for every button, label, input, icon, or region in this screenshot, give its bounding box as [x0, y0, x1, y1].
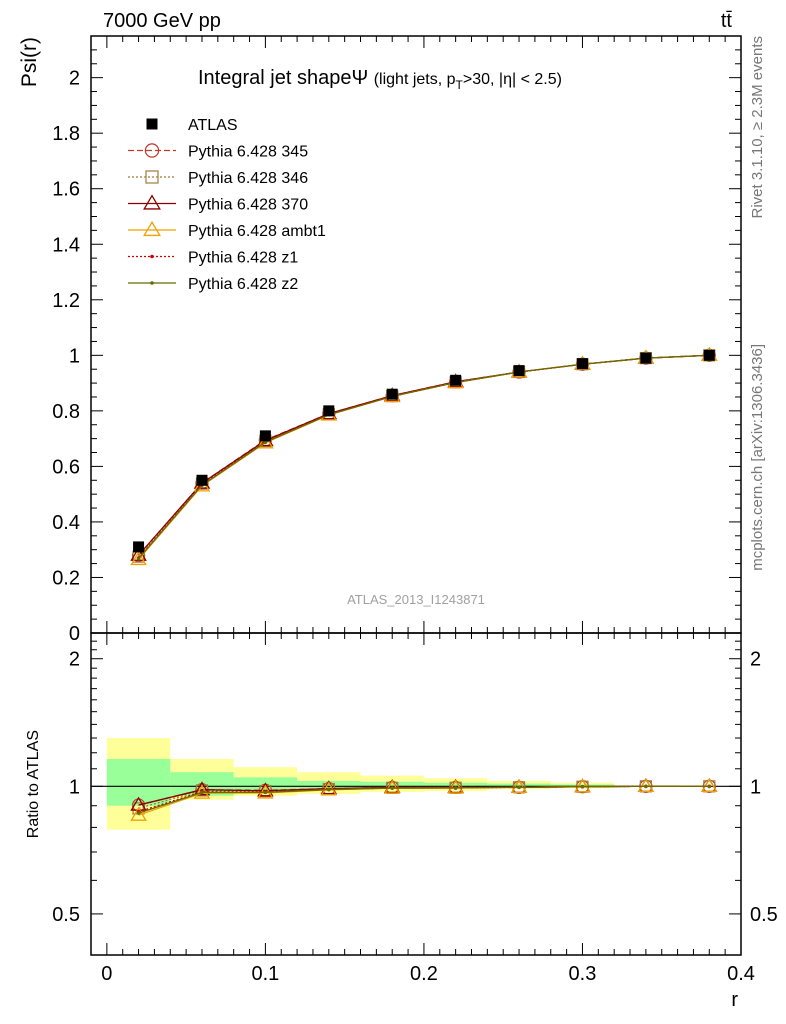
ratio-series-point [637, 777, 655, 792]
legend-marker [150, 281, 154, 285]
legend-marker [144, 143, 160, 158]
y-tick-label: 2 [69, 68, 80, 90]
legend-label: Pythia 6.428 345 [188, 144, 308, 161]
ratio-series-point [136, 811, 141, 815]
ratio-series-point [130, 806, 147, 821]
ratio-series-point [383, 779, 401, 794]
y-tick-label: 0.2 [52, 567, 80, 589]
ratio-series-point [517, 785, 521, 790]
ratio-series-point [510, 778, 528, 793]
ratio-panel-frame [90, 632, 742, 956]
series-point [130, 550, 147, 566]
energy-label: 7000 GeV pp [103, 10, 221, 32]
legend-marker [145, 170, 159, 184]
ratio-series-line [138, 785, 710, 814]
atlas-data-point [703, 349, 715, 361]
atlas-data-point [640, 352, 652, 364]
series-line [138, 354, 710, 556]
legend-marker [143, 194, 161, 210]
y-tick-label: 0 [69, 623, 80, 645]
inner-uncertainty-band [297, 780, 361, 791]
legend-label: Pythia 6.428 z1 [188, 250, 298, 267]
legend-label: Pythia 6.428 z2 [188, 276, 298, 293]
x-tick-label: 0 [101, 963, 112, 985]
x-tick-label: 0.1 [251, 963, 279, 985]
ratio-tick-label-right: 2 [750, 649, 761, 671]
y-tick-label: 0.6 [52, 456, 80, 478]
ratio-series-point [574, 778, 591, 793]
atlas-data-point [576, 358, 588, 370]
x-tick-label: 0.3 [569, 963, 597, 985]
mcplots-label: mcplots.cern.ch [arXiv:1306.3436] [749, 344, 766, 571]
ratio-tick-label: 1 [69, 776, 80, 798]
legend-label: Pythia 6.428 ambt1 [188, 223, 326, 240]
series-line [138, 354, 710, 556]
ratio-series-point [707, 784, 712, 789]
series-line [138, 354, 710, 559]
y-tick-label: 1.8 [52, 123, 80, 145]
inner-uncertainty-band [423, 782, 488, 789]
plot-title: Integral jet shapeΨ (light jets, pT>30, … [198, 67, 562, 92]
ratio-series-point [257, 782, 274, 797]
legend-label: ATLAS [188, 117, 238, 134]
y-tick-label: 1 [69, 345, 80, 367]
ratio-series-point [644, 784, 648, 789]
ratio-axis-title: Ratio to ATLAS [25, 730, 42, 838]
series-line [138, 354, 710, 560]
series-line [138, 354, 710, 558]
ratio-series-point [447, 779, 464, 794]
analysis-watermark: ATLAS_2013_I1243871 [347, 592, 485, 607]
rivet-label: Rivet 3.1.10, ≥ 2.3M events [749, 36, 766, 219]
y-tick-label: 0.8 [52, 401, 80, 423]
legend-label: Pythia 6.428 346 [188, 170, 308, 187]
legend-marker [143, 220, 161, 237]
ratio-series-point [701, 777, 718, 792]
ratio-series-point [263, 790, 268, 795]
axes: 0 0.1 0.2 0.3 0.4 0 0.2 0.4 0.6 0.8 1 1.2 1.4 1.6 1.8 2… [52, 35, 778, 985]
x-axis-title: r [731, 989, 738, 1011]
x-tick-label: 0.2 [410, 963, 438, 985]
ratio-series-point [327, 787, 331, 792]
atlas-data-point [450, 374, 462, 386]
ratio-tick-label-right: 1 [750, 776, 761, 798]
ratio-tick-label: 2 [69, 649, 80, 671]
atlas-data-point [259, 430, 271, 442]
atlas-data-point [133, 541, 145, 553]
ratio-series-point [453, 786, 458, 790]
atlas-data-point [196, 474, 208, 486]
y-tick-label: 1.6 [52, 179, 80, 201]
atlas-data-point [513, 365, 525, 377]
y-tick-label: 1.4 [52, 234, 80, 256]
series-line [138, 354, 710, 560]
ratio-series-point [193, 781, 211, 796]
ratio-tick-label: 0.5 [52, 904, 80, 926]
inner-uncertainty-band [360, 781, 424, 790]
y-tick-label: 1.2 [52, 290, 80, 312]
atlas-data-point [323, 405, 335, 417]
ratio-series-point [580, 784, 585, 789]
x-tick-label: 0.4 [727, 963, 755, 985]
y-axis-title: Psi(r) [18, 37, 41, 87]
y-tick-label: 0.4 [52, 512, 80, 534]
series-point [257, 434, 274, 449]
atlas-data-point [386, 388, 398, 400]
ratio-series-point [200, 790, 204, 795]
process-label: tt̄ [721, 10, 733, 32]
legend-marker [146, 118, 158, 130]
legend-marker [150, 254, 154, 259]
ratio-series [130, 777, 718, 821]
ratio-series-point [390, 786, 395, 790]
legend: ATLAS Pythia 6.428 345 Pythia 6.428 346 Pyt… [128, 117, 326, 293]
main-series [130, 346, 718, 566]
series-point [136, 556, 141, 561]
legend-label: Pythia 6.428 370 [188, 197, 308, 214]
ratio-tick-label-right: 0.5 [750, 904, 778, 926]
